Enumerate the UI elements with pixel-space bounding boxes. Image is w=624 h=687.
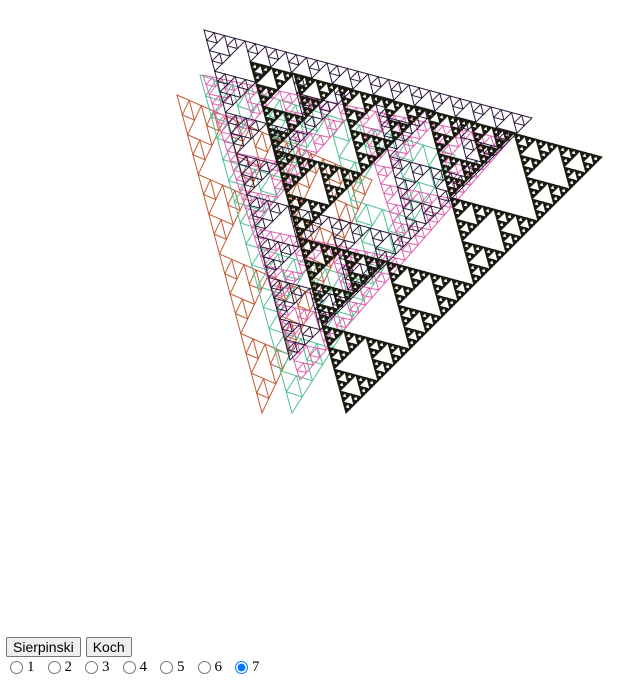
depth-option-3[interactable]: 3 bbox=[81, 659, 110, 676]
depth-option-5[interactable]: 5 bbox=[156, 659, 185, 676]
depth-label-1: 1 bbox=[27, 659, 35, 675]
depth-radio-7[interactable] bbox=[235, 661, 248, 674]
depth-option-6[interactable]: 6 bbox=[194, 659, 223, 676]
koch-button[interactable]: Koch bbox=[85, 637, 132, 657]
depth-radio-6[interactable] bbox=[197, 661, 211, 674]
depth-option-1[interactable]: 1 bbox=[6, 659, 35, 676]
depth-option-2[interactable]: 2 bbox=[44, 659, 73, 676]
depth-radio-5[interactable] bbox=[160, 661, 173, 674]
depth-radio-1[interactable] bbox=[10, 661, 23, 674]
depth-radio-2[interactable] bbox=[47, 661, 61, 674]
depth-label-5: 5 bbox=[177, 659, 185, 675]
depth-option-4[interactable]: 4 bbox=[119, 659, 148, 676]
depth-label-6: 6 bbox=[214, 659, 223, 675]
depth-label-3: 3 bbox=[102, 659, 110, 675]
fractal-buttons: Sierpinski Koch bbox=[6, 637, 269, 657]
fractal-canvas bbox=[176, 29, 603, 415]
depth-radio-4[interactable] bbox=[122, 661, 136, 674]
controls: Sierpinski Koch 1 2 3 4 5 6 7 bbox=[6, 637, 269, 676]
depth-radio-group: 1 2 3 4 5 6 7 bbox=[6, 659, 269, 676]
depth-label-2: 2 bbox=[64, 659, 73, 675]
depth-label-4: 4 bbox=[139, 659, 148, 675]
fractal-triangle-purple bbox=[203, 29, 533, 361]
depth-radio-3[interactable] bbox=[85, 661, 98, 674]
fractal-triangle-black bbox=[249, 61, 603, 414]
sierpinski-button[interactable]: Sierpinski bbox=[6, 637, 81, 657]
depth-option-7[interactable]: 7 bbox=[231, 659, 260, 676]
depth-label-7: 7 bbox=[252, 659, 260, 675]
